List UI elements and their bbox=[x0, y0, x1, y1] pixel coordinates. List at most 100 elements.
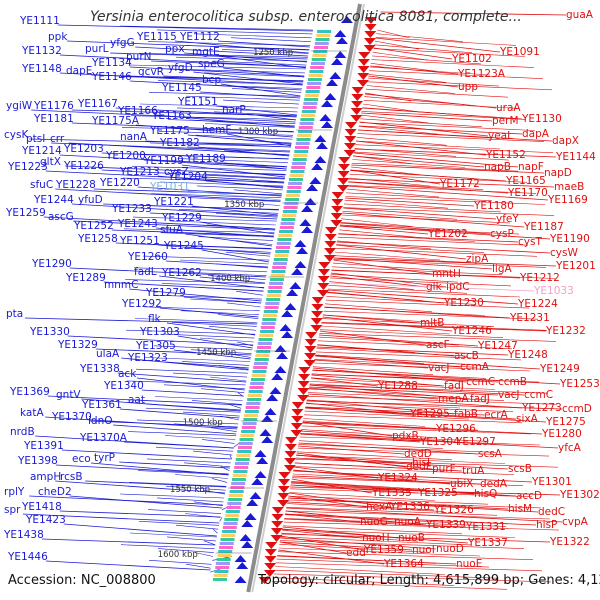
left-gene-arrow bbox=[256, 457, 269, 464]
right-leader-line bbox=[317, 340, 513, 350]
left-gene-arrow bbox=[299, 219, 312, 226]
feature-block bbox=[307, 82, 322, 85]
left-gene-arrow bbox=[239, 534, 252, 541]
right-leader-line bbox=[311, 373, 540, 383]
left-leader-line bbox=[110, 52, 308, 60]
left-leader-line bbox=[147, 41, 311, 46]
left-leader-line bbox=[159, 307, 259, 318]
right-gene-label: nuoE bbox=[456, 558, 482, 570]
left-gene-label: YE1244 bbox=[33, 194, 74, 206]
right-gene-arrow bbox=[304, 353, 317, 360]
right-leader-line bbox=[295, 458, 559, 468]
feature-block bbox=[313, 50, 328, 53]
left-leader-line bbox=[160, 232, 274, 237]
left-leader-line bbox=[196, 185, 283, 191]
left-gene-label: purL bbox=[85, 43, 109, 55]
left-leader-line bbox=[85, 480, 227, 488]
right-leader-line bbox=[380, 11, 567, 16]
left-leader-line bbox=[219, 415, 240, 421]
left-leader-line bbox=[233, 443, 240, 448]
feature-block bbox=[315, 38, 330, 41]
left-gene-label: YE1223 bbox=[7, 161, 48, 173]
left-leader-line bbox=[139, 103, 299, 109]
feature-block bbox=[272, 262, 287, 265]
left-gene-arrow bbox=[314, 156, 327, 163]
right-gene-label: hexA bbox=[366, 501, 393, 513]
right-leader-line bbox=[335, 248, 538, 257]
right-gene-label: YE1249 bbox=[539, 363, 580, 375]
left-leader-line bbox=[199, 221, 275, 235]
feature-block bbox=[232, 474, 247, 477]
left-gene-label: cysZ bbox=[164, 166, 189, 178]
left-leader-line bbox=[207, 275, 266, 280]
right-leader-line bbox=[323, 310, 539, 320]
right-gene-arrow bbox=[351, 87, 364, 94]
right-leader-line bbox=[285, 510, 551, 520]
left-leader-line bbox=[187, 190, 281, 201]
left-leader-line bbox=[101, 169, 285, 180]
feature-block bbox=[309, 70, 324, 73]
left-leader-line bbox=[221, 49, 309, 54]
right-leader-line bbox=[339, 225, 520, 235]
feature-block bbox=[238, 446, 253, 449]
left-leader-line bbox=[63, 523, 217, 537]
right-gene-label: YE1170 bbox=[507, 187, 548, 199]
feature-block bbox=[263, 310, 278, 313]
genome-backbone-inner bbox=[251, 3, 365, 593]
right-gene-label: ccmA bbox=[460, 361, 490, 373]
left-leader-line bbox=[132, 216, 277, 222]
feature-block bbox=[283, 206, 298, 209]
right-gene-arrow bbox=[337, 178, 350, 185]
right-leader-line bbox=[312, 370, 487, 379]
left-gene-label: YE1203 bbox=[63, 143, 104, 155]
feature-block bbox=[212, 578, 227, 581]
right-leader-line bbox=[364, 93, 497, 109]
right-gene-arrow bbox=[264, 563, 277, 570]
feature-block bbox=[276, 246, 291, 249]
left-leader-line bbox=[145, 407, 241, 413]
right-gene-label: nuoI bbox=[412, 544, 435, 556]
feature-block bbox=[280, 222, 295, 225]
right-leader-line bbox=[301, 429, 435, 438]
left-leader-line bbox=[181, 361, 250, 366]
feature-block bbox=[294, 150, 309, 153]
right-gene-label: fabB bbox=[454, 408, 478, 420]
left-leader-line bbox=[151, 244, 272, 249]
right-leader-line bbox=[319, 330, 427, 346]
right-gene-arrow bbox=[364, 17, 377, 24]
left-leader-line bbox=[165, 260, 269, 268]
right-leader-line bbox=[275, 566, 446, 575]
right-gene-label: ligA bbox=[492, 263, 512, 275]
left-leader-line bbox=[95, 348, 252, 356]
right-leader-line bbox=[339, 224, 551, 240]
left-leader-line bbox=[119, 408, 240, 419]
right-leader-line bbox=[320, 329, 504, 338]
left-gene-label: YE1228 bbox=[55, 179, 96, 191]
left-leader-line bbox=[175, 56, 308, 62]
feature-block bbox=[268, 286, 283, 289]
left-gene-label: rplY bbox=[4, 486, 25, 498]
left-gene-label: YE1163 bbox=[151, 110, 192, 122]
left-leader-line bbox=[177, 158, 288, 163]
right-gene-arrow bbox=[264, 549, 277, 556]
left-leader-line bbox=[189, 175, 285, 183]
right-leader-line bbox=[333, 257, 493, 270]
right-leader-line bbox=[288, 497, 539, 513]
right-gene-arrow bbox=[338, 164, 351, 171]
left-leader-line bbox=[179, 259, 269, 265]
right-strand-gene-arrows bbox=[258, 17, 377, 584]
left-gene-label: narP bbox=[222, 104, 246, 116]
right-gene-label: perM bbox=[492, 115, 519, 127]
left-gene-arrow bbox=[261, 436, 274, 443]
right-leader-line bbox=[375, 37, 517, 46]
feature-block bbox=[247, 394, 262, 397]
left-leader-line bbox=[174, 474, 228, 479]
left-gene-label: gltX bbox=[40, 156, 61, 168]
left-leader-line bbox=[236, 341, 254, 347]
feature-block bbox=[279, 230, 294, 233]
right-leader-line bbox=[358, 125, 523, 135]
feature-block bbox=[276, 242, 291, 245]
right-leader-line bbox=[331, 270, 556, 279]
left-leader-line bbox=[143, 306, 260, 312]
